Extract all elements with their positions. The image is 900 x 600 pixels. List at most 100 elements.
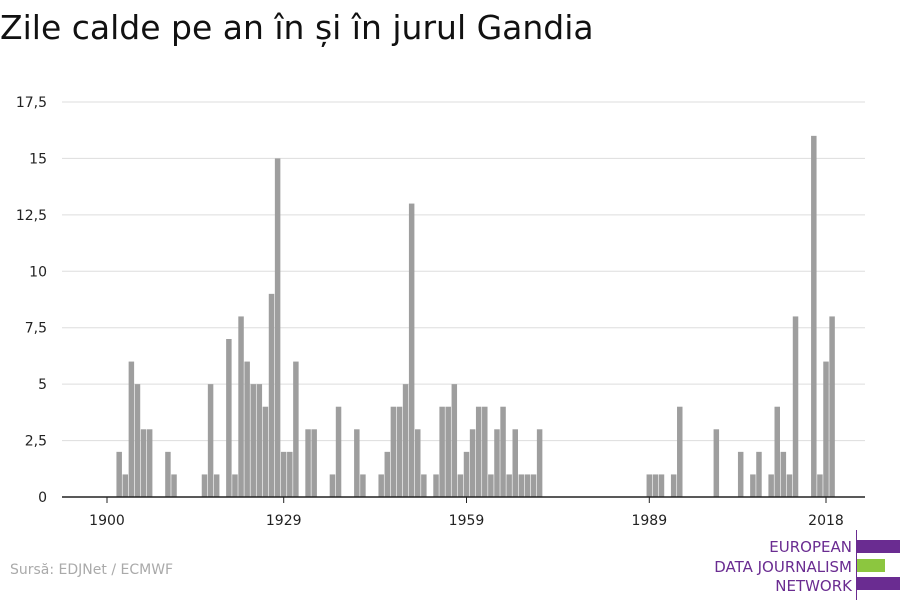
logo-line-3: NETWORK — [775, 577, 852, 595]
bar-2016[interactable] — [811, 135, 817, 497]
logo-purple-bar-bottom — [857, 577, 900, 590]
bar-1904[interactable] — [128, 361, 135, 497]
bar-1954[interactable] — [433, 474, 439, 497]
edjnet-logo[interactable]: EUROPEAN DATA JOURNALISM NETWORK — [700, 530, 900, 600]
bar-1918[interactable] — [213, 474, 220, 497]
bar-1921[interactable] — [232, 474, 238, 497]
bar-2018[interactable] — [823, 361, 829, 497]
bar-2011[interactable] — [780, 451, 787, 497]
logo-line-1: EUROPEAN — [769, 538, 852, 556]
bar-1968[interactable] — [518, 474, 525, 497]
bar-2004[interactable] — [737, 451, 744, 497]
bar-1920[interactable] — [226, 339, 232, 497]
bar-1929[interactable] — [280, 451, 287, 497]
x-tick-label: 1900 — [89, 513, 125, 529]
bar-1928[interactable] — [274, 158, 281, 497]
bar-1958[interactable] — [457, 474, 464, 497]
bar-1949[interactable] — [402, 384, 409, 497]
bar-1971[interactable] — [536, 429, 543, 497]
bar-1963[interactable] — [488, 474, 494, 497]
y-tick-label: 0 — [38, 490, 47, 506]
bar-1966[interactable] — [506, 474, 512, 497]
logo-divider — [856, 530, 857, 600]
bar-1950[interactable] — [408, 203, 415, 498]
bar-1961[interactable] — [475, 406, 482, 497]
bar-1933[interactable] — [305, 429, 311, 497]
y-tick-label: 12,5 — [16, 208, 47, 224]
bar-1964[interactable] — [494, 429, 500, 497]
bar-1957[interactable] — [451, 384, 458, 497]
bar-1959[interactable] — [463, 451, 470, 497]
x-axis: 1900 1929 1959 1989 2018 — [62, 496, 865, 529]
bar-1991[interactable] — [658, 474, 665, 497]
logo-green-bar — [857, 559, 885, 572]
bar-1993[interactable] — [670, 474, 677, 497]
bar-1906[interactable] — [140, 429, 147, 497]
bar-1911[interactable] — [171, 474, 177, 497]
bar-1969[interactable] — [524, 474, 531, 497]
bar-1927[interactable] — [268, 293, 275, 497]
bar-1924[interactable] — [250, 384, 256, 497]
bar-1930[interactable] — [287, 451, 293, 497]
logo-line-2: DATA JOURNALISM — [714, 558, 852, 576]
bar-1907[interactable] — [146, 429, 153, 497]
bar-1931[interactable] — [293, 361, 299, 497]
y-tick-label: 7,5 — [25, 321, 47, 337]
bar-2013[interactable] — [792, 316, 799, 497]
bar-1948[interactable] — [396, 406, 403, 497]
bar-1970[interactable] — [530, 474, 537, 497]
chart-title: Zile calde pe an în și în jurul Gandia — [0, 8, 594, 47]
y-tick-label: 15 — [29, 151, 47, 167]
gridlines — [62, 101, 865, 442]
bar-1952[interactable] — [421, 474, 427, 497]
bar-1916[interactable] — [201, 474, 208, 497]
bar-1960[interactable] — [469, 429, 476, 497]
bar-2006[interactable] — [750, 474, 756, 497]
bar-1956[interactable] — [445, 406, 451, 497]
bar-2017[interactable] — [817, 474, 823, 497]
bar-1946[interactable] — [384, 451, 391, 497]
bar-1902[interactable] — [116, 451, 122, 497]
bar-1965[interactable] — [500, 406, 506, 497]
bar-1994[interactable] — [677, 406, 683, 497]
bar-1947[interactable] — [390, 406, 397, 497]
x-tick-label: 1959 — [449, 513, 485, 529]
bar-1903[interactable] — [122, 474, 129, 497]
x-tick-label: 1989 — [631, 513, 667, 529]
bar-1923[interactable] — [244, 361, 250, 497]
bar-1990[interactable] — [652, 474, 659, 497]
bar-1955[interactable] — [439, 406, 445, 497]
bar-1967[interactable] — [512, 429, 518, 497]
source-note: Sursă: EDJNet / ECMWF — [10, 562, 174, 578]
bar-2010[interactable] — [774, 406, 780, 497]
bar-1917[interactable] — [207, 384, 214, 497]
y-tick-label: 5 — [38, 377, 47, 393]
bar-1951[interactable] — [415, 429, 421, 497]
y-axis-labels: 0 2,5 5 7,5 10 12,5 15 17,5 — [16, 95, 47, 506]
y-tick-label: 2,5 — [25, 434, 47, 450]
bar-2009[interactable] — [768, 474, 774, 497]
bar-2019[interactable] — [829, 316, 835, 497]
bar-1905[interactable] — [134, 384, 141, 497]
bar-1942[interactable] — [360, 474, 366, 497]
bar-1962[interactable] — [482, 406, 488, 497]
logo-purple-bar-top — [857, 540, 900, 553]
bar-1934[interactable] — [311, 429, 317, 497]
x-tick-label: 2018 — [808, 513, 844, 529]
bar-1945[interactable] — [378, 474, 384, 497]
bar-2000[interactable] — [713, 429, 720, 497]
x-tick-label: 1929 — [266, 513, 302, 529]
bar-1926[interactable] — [262, 406, 269, 497]
bar-1922[interactable] — [238, 316, 244, 497]
y-tick-label: 10 — [29, 264, 47, 280]
bar-2007[interactable] — [756, 451, 762, 497]
bar-2012[interactable] — [786, 474, 793, 497]
bar-1989[interactable] — [646, 474, 653, 497]
bars — [116, 135, 835, 498]
bar-1941[interactable] — [354, 429, 360, 497]
bar-1938[interactable] — [335, 406, 342, 497]
bar-1910[interactable] — [165, 451, 171, 497]
bar-1925[interactable] — [256, 384, 263, 497]
bar-1937[interactable] — [329, 474, 336, 497]
